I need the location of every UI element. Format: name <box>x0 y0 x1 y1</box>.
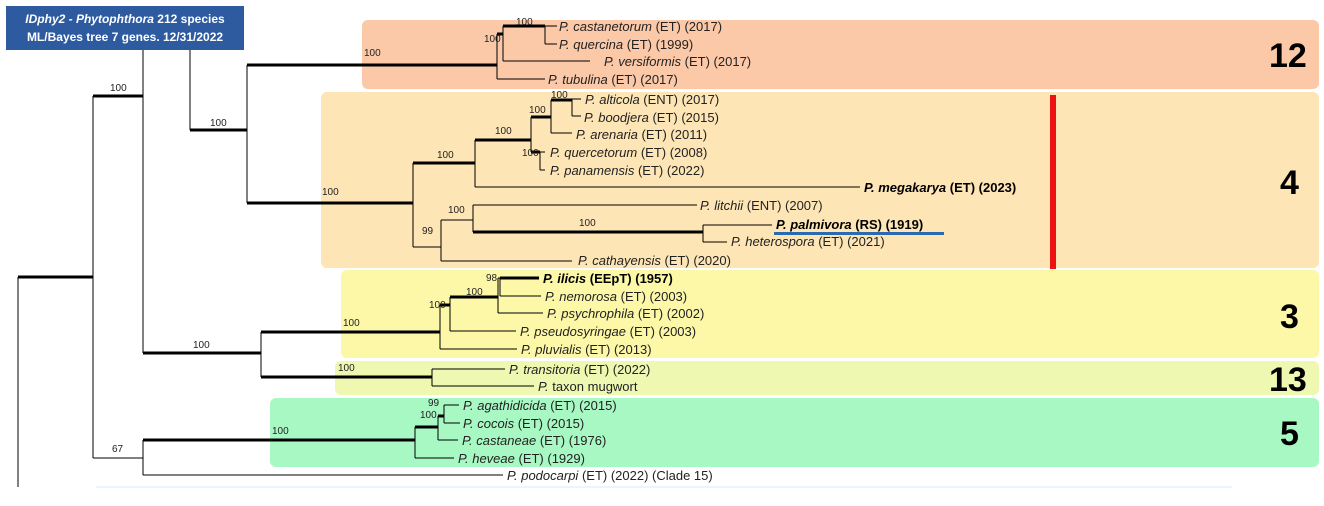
tree-title-line1: IDphy2 - Phytophthora 212 species <box>25 12 225 26</box>
clade-box-13 <box>335 361 1319 395</box>
support-value: 67 <box>112 444 124 455</box>
tip-label: P. palmivora (RS) (1919) <box>776 217 923 232</box>
clade-number-12: 12 <box>1269 37 1307 75</box>
tip-label: P. podocarpi (ET) (2022) (Clade 15) <box>507 468 713 483</box>
clade-number-13: 13 <box>1269 361 1307 399</box>
support-value: 100 <box>210 118 227 129</box>
highlight-underline <box>774 232 944 235</box>
tip-label: P. castanetorum (ET) (2017) <box>559 19 722 34</box>
support-value: 100 <box>110 83 127 94</box>
support-value: 100 <box>516 17 533 28</box>
support-values: 1001001001001001001001001001001009910010… <box>110 17 596 455</box>
support-value: 100 <box>522 148 539 159</box>
clade-box-3 <box>341 270 1319 358</box>
tip-label: P. nemorosa (ET) (2003) <box>545 289 687 304</box>
clade-number-4: 4 <box>1280 164 1299 202</box>
tip-labels: P. castanetorum (ET) (2017) P. quercina (… <box>458 19 1016 483</box>
support-value: 100 <box>343 318 360 329</box>
tip-label: P. alticola (ENT) (2017) <box>585 92 719 107</box>
tree-title-box: IDphy2 - Phytophthora 212 species ML/Bay… <box>6 6 244 50</box>
branches <box>17 24 860 487</box>
clade-number-5: 5 <box>1280 415 1299 453</box>
support-value: 100 <box>448 205 465 216</box>
tip-label: P. cocois (ET) (2015) <box>463 416 584 431</box>
support-value: 100 <box>364 48 381 59</box>
support-value: 100 <box>484 34 501 45</box>
support-value: 100 <box>579 218 596 229</box>
tip-label: P. pseudosyringae (ET) (2003) <box>520 324 696 339</box>
tip-label: P. psychrophila (ET) (2002) <box>547 306 704 321</box>
support-value: 100 <box>338 363 355 374</box>
tip-label: P. litchii (ENT) (2007) <box>700 198 823 213</box>
tip-label: P. quercetorum (ET) (2008) <box>550 145 707 160</box>
tip-label: P. arenaria (ET) (2011) <box>576 127 707 142</box>
tip-label: P. cathayensis (ET) (2020) <box>578 253 731 268</box>
support-value: 99 <box>428 398 440 409</box>
tree-title-line2: ML/Bayes tree 7 genes. 12/31/2022 <box>26 30 224 44</box>
support-value: 100 <box>272 426 289 437</box>
highlight-bar <box>1050 95 1056 269</box>
tip-label: P. pluvialis (ET) (2013) <box>521 342 652 357</box>
support-value: 100 <box>437 150 454 161</box>
tip-label: P. tubulina (ET) (2017) <box>548 72 678 87</box>
support-value: 100 <box>193 340 210 351</box>
clade-box-12 <box>362 20 1319 89</box>
tip-label: P. ilicis (EEpT) (1957) <box>543 271 673 286</box>
support-value: 100 <box>529 105 546 116</box>
tip-label: P. taxon mugwort <box>538 379 638 394</box>
tip-label: P. boodjera (ET) (2015) <box>584 110 719 125</box>
support-value: 100 <box>495 126 512 137</box>
tip-label: P. quercina (ET) (1999) <box>559 37 693 52</box>
clade-number-3: 3 <box>1280 298 1299 336</box>
tip-label: P. castaneae (ET) (1976) <box>462 433 606 448</box>
tip-label: P. panamensis (ET) (2022) <box>550 163 704 178</box>
tip-label: P. heterospora (ET) (2021) <box>731 234 885 249</box>
tip-label: P. transitoria (ET) (2022) <box>509 362 650 377</box>
support-value: 99 <box>422 226 434 237</box>
tip-label: P. heveae (ET) (1929) <box>458 451 585 466</box>
support-value: 100 <box>466 287 483 298</box>
tip-label: P. versiformis (ET) (2017) <box>604 54 751 69</box>
tip-label: P. agathidicida (ET) (2015) <box>463 398 617 413</box>
tip-label: P. megakarya (ET) (2023) <box>864 180 1016 195</box>
support-value: 98 <box>486 273 498 284</box>
support-value: 100 <box>429 300 446 311</box>
clade-box-5 <box>270 398 1319 467</box>
clade-box-4 <box>321 92 1319 268</box>
support-value: 100 <box>420 410 437 421</box>
support-value: 100 <box>322 187 339 198</box>
support-value: 100 <box>551 90 568 101</box>
